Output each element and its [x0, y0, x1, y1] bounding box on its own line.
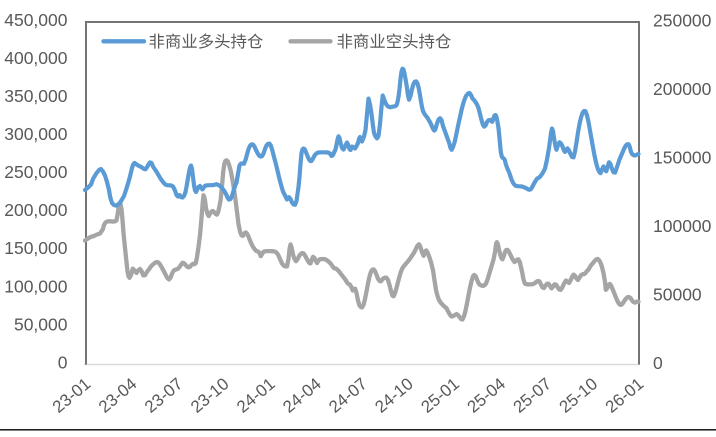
svg-text:200000: 200000 — [653, 79, 712, 99]
svg-text:250,000: 250,000 — [4, 162, 68, 182]
svg-text:0: 0 — [653, 353, 663, 373]
svg-text:50,000: 50,000 — [14, 314, 68, 334]
svg-text:100000: 100000 — [653, 216, 712, 236]
svg-text:150,000: 150,000 — [4, 238, 68, 258]
svg-text:100,000: 100,000 — [4, 276, 68, 296]
svg-text:300,000: 300,000 — [4, 124, 68, 144]
svg-text:0: 0 — [58, 352, 68, 372]
svg-text:350,000: 350,000 — [4, 86, 68, 106]
svg-text:50000: 50000 — [653, 284, 702, 304]
svg-text:150000: 150000 — [653, 147, 712, 167]
svg-text:250000: 250000 — [653, 10, 712, 30]
svg-text:450,000: 450,000 — [4, 10, 68, 30]
svg-text:400,000: 400,000 — [4, 48, 68, 68]
svg-text:200,000: 200,000 — [4, 200, 68, 220]
